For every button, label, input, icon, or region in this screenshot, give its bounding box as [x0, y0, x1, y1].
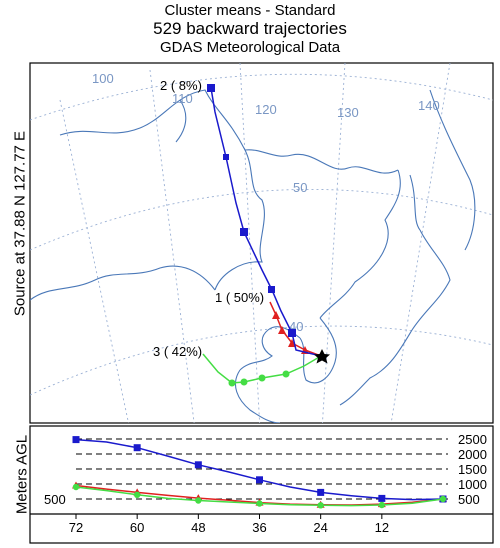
- height-series-2-point: [194, 461, 202, 469]
- meridian-140: [390, 63, 451, 423]
- x-tick-label-60: 60: [130, 520, 144, 535]
- coast-primorye: [409, 174, 421, 231]
- cluster-1-label: 1 ( 50%): [215, 290, 264, 305]
- cluster-1-marker: [288, 339, 296, 347]
- lon-label-140: 140: [418, 98, 440, 113]
- coast-baikal: [175, 99, 187, 143]
- height-series-2-point: [133, 444, 141, 452]
- height-series-3-point: [72, 483, 80, 491]
- trajectory-cluster-1: [269, 301, 322, 357]
- x-tick-label-72: 72: [69, 520, 83, 535]
- cluster-3-marker: [282, 370, 290, 378]
- left-axis-label-500: 500: [44, 492, 66, 507]
- map-panel: [29, 62, 494, 424]
- chart-title-line-1: Cluster means - Standard: [164, 2, 336, 19]
- cluster-2-marker: [240, 228, 248, 236]
- height-series-3-point: [317, 502, 324, 509]
- cluster-2-marker: [207, 84, 215, 92]
- lon-label-120: 120: [255, 102, 277, 117]
- star-icon: [314, 349, 330, 364]
- cluster-2-marker: [223, 154, 229, 160]
- border-inner-mongolia: [214, 149, 265, 291]
- height-series-2-point: [72, 436, 80, 444]
- meridian-110: [149, 69, 195, 423]
- trajectory-cluster-3-markers: [228, 370, 290, 387]
- cluster-2-marker: [268, 286, 275, 293]
- y-tick-label-2000: 2000: [458, 447, 487, 462]
- lat-label-50: 50: [293, 180, 307, 195]
- border-korea-north: [319, 169, 401, 319]
- coast-korea: [299, 317, 337, 384]
- cluster-1-marker: [272, 311, 280, 319]
- coast-bohai: [239, 326, 301, 371]
- x-tick-label-12: 12: [375, 520, 389, 535]
- chart-title-line-3: GDAS Meteorological Data: [159, 39, 341, 56]
- y-tick-label-500: 500: [458, 492, 480, 507]
- lon-label-130: 130: [337, 105, 359, 120]
- cluster-3-marker: [240, 378, 248, 386]
- cluster-2-label: 2 ( 8%): [160, 78, 202, 93]
- trajectory-cluster-3: [202, 353, 322, 384]
- meridian-130: [321, 63, 346, 423]
- height-series-2-point: [256, 476, 263, 484]
- height-series-3-point: [195, 497, 202, 504]
- cluster-2-marker: [288, 329, 296, 337]
- trajectory-cluster-2: [210, 87, 322, 357]
- coast-japan: [339, 229, 451, 406]
- lon-label-110: 110: [172, 91, 193, 106]
- coastlines: [30, 89, 476, 423]
- border-china-mongolia: [30, 265, 216, 301]
- height-series-3-point: [133, 491, 141, 498]
- meridian-100: [59, 99, 129, 423]
- y-tick-label-1500: 1500: [458, 462, 487, 477]
- trajectory-cluster-2-markers: [207, 84, 296, 337]
- height-series-3-point: [439, 495, 447, 503]
- x-tick-label-36: 36: [252, 520, 266, 535]
- parallel-40: [30, 325, 493, 396]
- map-graticule: [30, 63, 493, 423]
- x-tick-label-24: 24: [313, 520, 327, 535]
- height-series-3-point: [378, 501, 386, 509]
- chart-title-line-2: 529 backward trajectories: [153, 19, 347, 38]
- cluster-1-marker: [278, 326, 286, 334]
- coast-sakhalin: [429, 89, 476, 251]
- y-tick-label-1000: 1000: [458, 477, 487, 492]
- lon-label-100: 100: [92, 71, 114, 86]
- meridian-120: [239, 63, 261, 423]
- cluster-3-label: 3 ( 42%): [153, 344, 202, 359]
- height-series-2-point: [378, 494, 386, 502]
- height-series-2-point: [317, 488, 325, 496]
- cluster-3-marker: [228, 379, 236, 387]
- parallel-60: [30, 73, 493, 121]
- border-mongolia-russia: [59, 89, 399, 174]
- y-tick-label-2500: 2500: [458, 432, 487, 447]
- height-series-3-point: [256, 500, 263, 507]
- cluster-3-marker: [258, 374, 266, 382]
- x-tick-label-48: 48: [191, 520, 205, 535]
